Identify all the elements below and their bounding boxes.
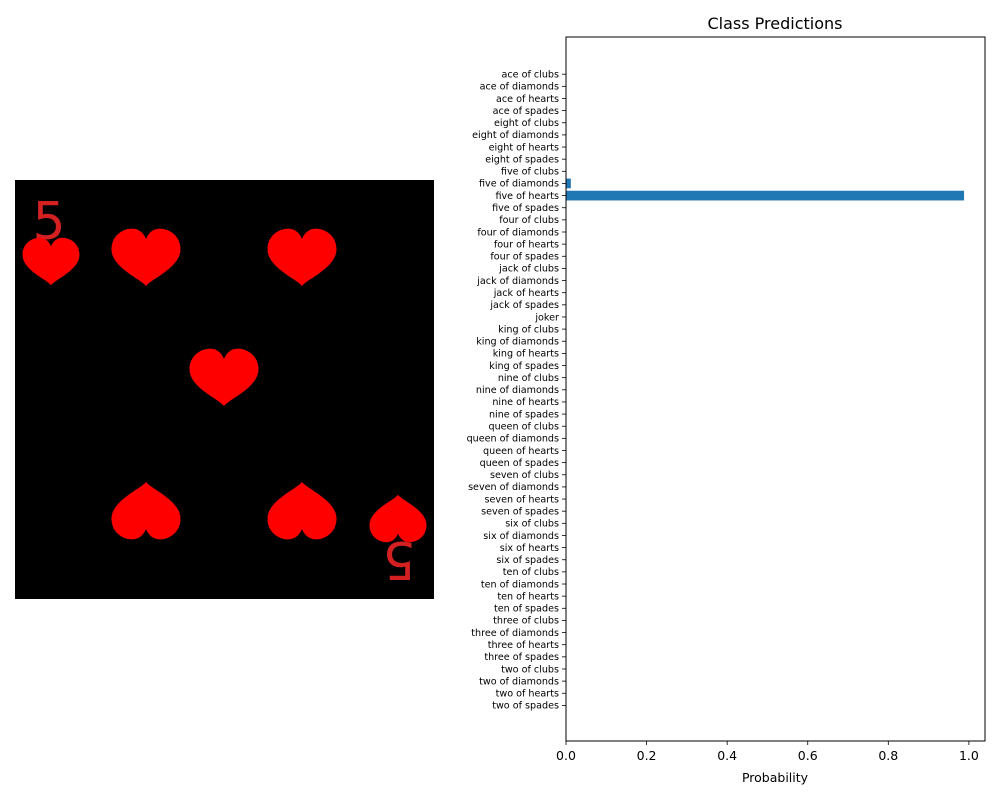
y-tick-label: ace of spades (493, 106, 559, 117)
y-tick-label: eight of clubs (494, 118, 559, 129)
card-image: 5 5 (15, 180, 434, 599)
y-tick-label: nine of hearts (492, 397, 559, 408)
y-tick-label: king of diamonds (476, 337, 559, 348)
y-tick-label: three of hearts (488, 640, 559, 651)
y-tick-label: seven of hearts (485, 494, 559, 505)
y-tick-label: six of hearts (500, 543, 559, 554)
y-tick-label: ace of diamonds (480, 82, 559, 93)
y-tick-label: three of diamonds (471, 628, 559, 639)
x-tick-label: 0.0 (556, 748, 576, 763)
y-tick-label: eight of hearts (489, 142, 559, 153)
y-tick-label: eight of diamonds (472, 130, 559, 141)
y-tick-label: king of spades (489, 361, 559, 372)
x-tick-label: 0.4 (717, 748, 737, 763)
y-tick-label: ten of hearts (497, 591, 559, 602)
y-tick-label: four of clubs (499, 215, 559, 226)
plot-frame (565, 36, 986, 742)
y-tick-label: seven of spades (481, 506, 559, 517)
x-tick-label: 1.0 (959, 748, 979, 763)
y-tick-label: jack of spades (489, 300, 559, 311)
y-tick-label: seven of diamonds (468, 482, 559, 493)
y-tick-label: ten of spades (494, 604, 559, 615)
y-tick-label: ace of clubs (501, 70, 559, 81)
y-tick-label: nine of spades (489, 409, 559, 420)
y-tick-label: four of diamonds (477, 227, 559, 238)
y-tick-label: queen of spades (480, 458, 559, 469)
x-tick-label: 0.8 (878, 748, 898, 763)
y-tick-label: ten of clubs (503, 567, 559, 578)
chart-title: Class Predictions (708, 14, 843, 33)
y-tick-label: three of spades (484, 652, 559, 663)
bar (566, 190, 965, 201)
y-tick-label: king of clubs (498, 324, 559, 335)
x-axis-label: Probability (742, 770, 809, 785)
y-tick-label: seven of clubs (490, 470, 559, 481)
y-tick-label: four of hearts (494, 239, 559, 250)
y-tick-label: three of clubs (493, 616, 559, 627)
x-tick-label: 0.2 (637, 748, 657, 763)
y-tick-label: two of clubs (501, 664, 559, 675)
bar (566, 178, 571, 189)
y-tick-label: ace of hearts (496, 94, 559, 105)
y-tick-label: nine of diamonds (476, 385, 559, 396)
y-tick-label: two of hearts (496, 689, 559, 700)
y-tick-label: queen of diamonds (467, 434, 559, 445)
y-tick-label: joker (534, 312, 559, 323)
y-tick-label: four of spades (490, 252, 559, 263)
y-tick-label: queen of clubs (488, 422, 559, 433)
y-tick-label: five of spades (492, 203, 559, 214)
y-tick-label: six of diamonds (483, 531, 559, 542)
y-tick-label: two of spades (492, 701, 559, 712)
y-tick-label: jack of clubs (498, 264, 559, 275)
y-tick-label: six of spades (496, 555, 559, 566)
y-tick-label: five of hearts (495, 191, 559, 202)
y-tick-label: king of hearts (493, 349, 559, 360)
y-tick-label: two of diamonds (479, 676, 559, 687)
card-image-canvas: 5 5 (15, 180, 434, 599)
y-tick-label: eight of spades (485, 154, 559, 165)
y-tick-label: ten of diamonds (481, 579, 559, 590)
y-tick-label: five of diamonds (479, 179, 559, 190)
y-tick-label: jack of diamonds (476, 276, 559, 287)
y-tick-label: five of clubs (501, 167, 559, 178)
x-tick-label: 0.6 (798, 748, 818, 763)
y-tick-label: nine of clubs (498, 373, 559, 384)
y-tick-label: queen of hearts (483, 446, 559, 457)
y-tick-label: jack of hearts (493, 288, 559, 299)
y-tick-label: six of clubs (505, 519, 559, 530)
